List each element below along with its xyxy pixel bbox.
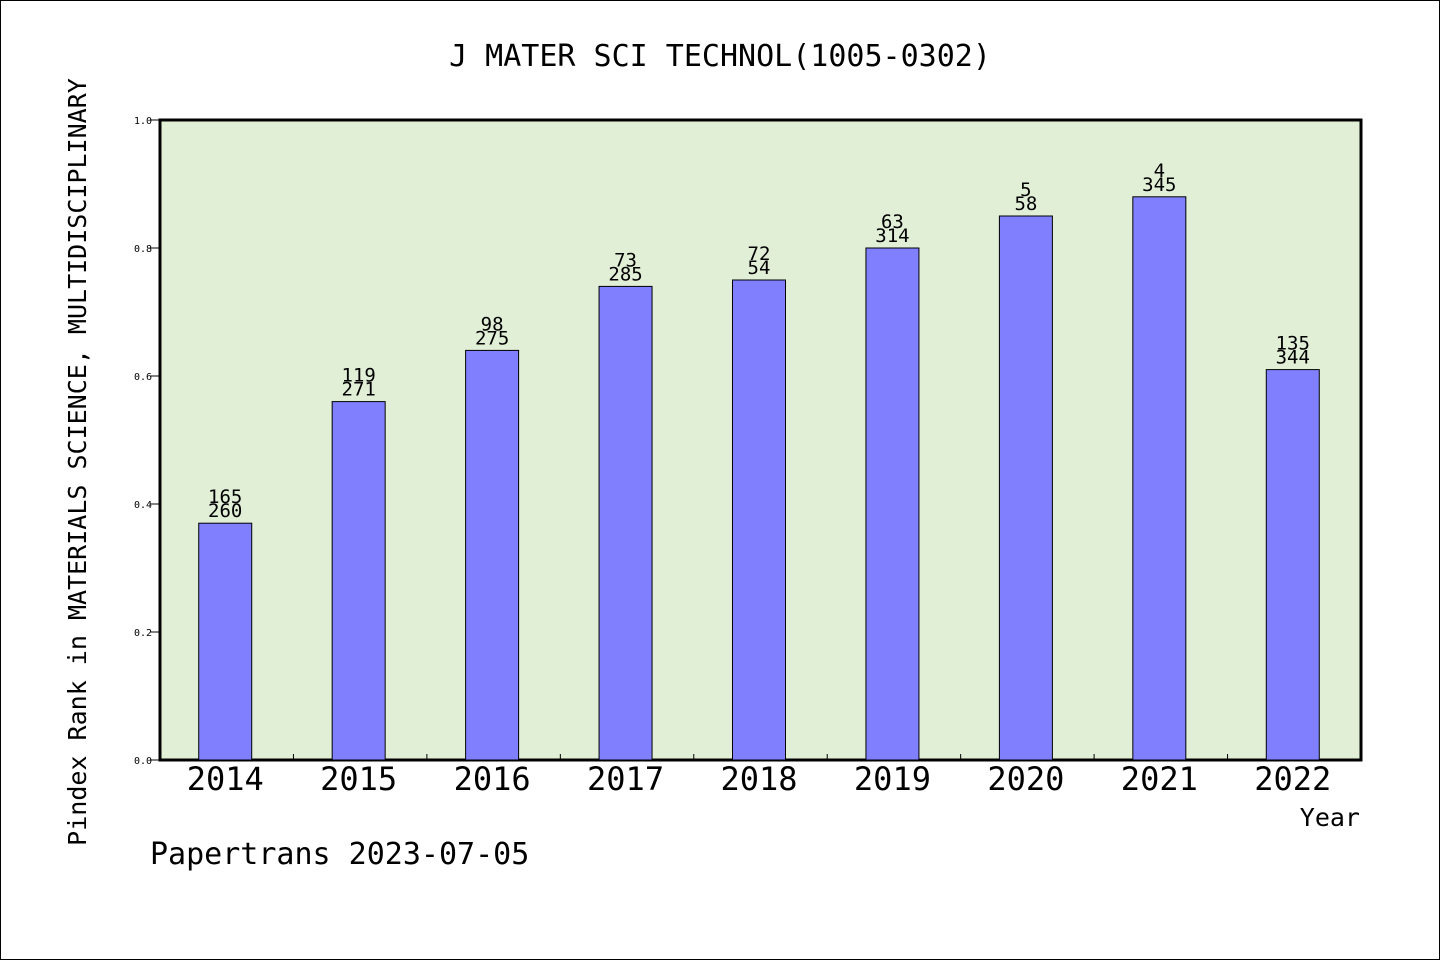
data-label-bottom: 260 <box>208 500 242 522</box>
data-label-bottom: 344 <box>1276 347 1310 369</box>
x-axis-ticks: 2014 2015 2016 2017 2018 2019 2020 2021 2022 <box>187 754 1331 798</box>
data-label-top: 72 <box>748 243 771 265</box>
x-tick-label: 2014 <box>187 760 264 798</box>
bar-2022 <box>1265 369 1320 761</box>
bar-2016 <box>465 349 520 761</box>
bar-2017 <box>598 285 653 761</box>
y-tick-label: 0.0 <box>134 756 152 767</box>
data-label-bottom: 314 <box>875 225 909 247</box>
data-label-bottom: 275 <box>475 327 509 349</box>
data-label-bottom: 54 <box>748 257 771 279</box>
bar-2020 <box>998 215 1053 761</box>
x-tick-label: 2020 <box>987 760 1064 798</box>
data-label-bottom: 271 <box>342 379 376 401</box>
data-label-bottom: 285 <box>608 263 642 285</box>
data-label-top: 63 <box>881 211 904 233</box>
data-label-top: 119 <box>342 365 376 387</box>
x-tick-label: 2018 <box>720 760 797 798</box>
y-tick-label: 0.8 <box>134 244 152 255</box>
x-axis-label: Year <box>1300 803 1360 832</box>
y-tick-label: 0.4 <box>134 500 152 511</box>
bar-2019 <box>865 247 920 761</box>
data-label-top: 4 <box>1154 160 1165 182</box>
data-label-bottom: 58 <box>1014 193 1037 215</box>
credit-text: Papertrans 2023-07-05 <box>150 837 529 872</box>
x-tick-label: 2021 <box>1121 760 1198 798</box>
x-tick-label: 2019 <box>854 760 931 798</box>
data-label-top: 98 <box>481 313 504 335</box>
bar-2014 <box>198 522 253 761</box>
x-tick-label: 2022 <box>1254 760 1331 798</box>
x-tick-label: 2016 <box>454 760 531 798</box>
chart-title: J MATER SCI TECHNOL(1005-0302) <box>449 39 991 74</box>
data-label-bottom: 345 <box>1142 174 1176 196</box>
y-axis-ticks: 0.0 0.2 0.4 0.6 0.8 1.0 <box>134 116 160 767</box>
y-tick-label: 0.2 <box>134 628 152 639</box>
bars <box>198 196 1320 761</box>
x-tick-label: 2017 <box>587 760 664 798</box>
data-label-top: 165 <box>208 486 242 508</box>
data-label-top: 135 <box>1276 333 1310 355</box>
bar-2018 <box>732 279 786 761</box>
y-tick-label: 1.0 <box>134 116 152 127</box>
x-tick-label: 2015 <box>320 760 397 798</box>
y-axis-label: Pindex Rank in MATERIALS SCIENCE, MULTID… <box>63 78 92 846</box>
data-label-top: 73 <box>614 249 637 271</box>
y-tick-label: 0.6 <box>134 372 152 383</box>
bar-2021 <box>1132 196 1187 761</box>
data-label-top: 5 <box>1020 179 1031 201</box>
bar-2015 <box>331 401 386 761</box>
